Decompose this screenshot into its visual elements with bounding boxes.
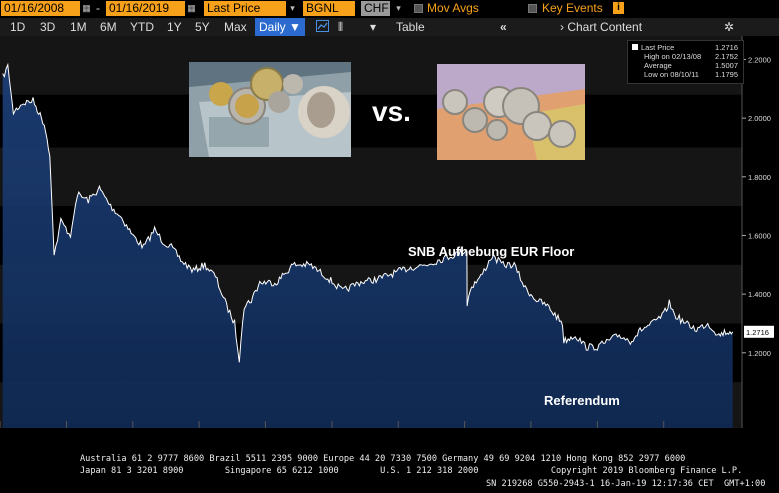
y-tick-label: 1.2000 — [748, 349, 771, 358]
bar-chart-icon[interactable]: ⫴ — [338, 20, 344, 34]
toolbar-top: 01/16/2008 ▦ - 01/16/2019 ▦ Last Price ▾… — [0, 0, 779, 18]
footer-contacts-line1: Australia 61 2 9777 8600 Brazil 5511 239… — [80, 454, 686, 464]
source-input[interactable]: BGNL — [303, 1, 355, 16]
legend-last-price: Last Price 1.2716 — [632, 43, 740, 52]
collapse-icon[interactable]: « — [500, 20, 507, 34]
legend-low-value: 1.1795 — [715, 70, 738, 79]
y-tick-label: 2.0000 — [748, 114, 771, 123]
y-tick-label: 2.2000 — [748, 55, 771, 64]
last-value-tag — [744, 325, 774, 338]
legend-average-label: Average — [644, 61, 672, 70]
calendar-icon[interactable]: ▦ — [82, 3, 91, 13]
period-5y[interactable]: 5Y — [195, 20, 210, 34]
legend-high-value: 2.1752 — [715, 52, 738, 61]
footer: Australia 61 2 9777 8600 Brazil 5511 239… — [0, 445, 779, 493]
footer-contacts-line2: Japan 81 3 3201 8900 Singapore 65 6212 1… — [80, 466, 743, 476]
legend-last-price-label: Last Price — [641, 43, 675, 52]
date-separator: - — [96, 1, 100, 15]
chart-content-button[interactable]: › Chart Content — [560, 18, 642, 36]
mov-avgs-checkbox[interactable] — [414, 4, 423, 13]
end-date-input[interactable]: 01/16/2019 — [106, 1, 185, 16]
legend-last-price-value: 1.2716 — [715, 43, 738, 52]
legend-average-value: 1.5007 — [715, 61, 738, 70]
chart-area: 1.2000 1.4000 1.6000 1.8000 2.0000 2.2000 1.27… — [0, 36, 779, 443]
y-tick-label: 1.4000 — [748, 290, 771, 299]
pound-notes-coins-photo — [189, 62, 351, 157]
price-area — [2, 64, 733, 428]
price-chart: 1.2000 1.4000 1.6000 1.8000 2.0000 2.2000 1.27… — [0, 36, 779, 443]
chevron-down-icon: ▼ — [289, 20, 301, 34]
swiss-franc-notes-coins-photo — [437, 64, 585, 160]
period-1d[interactable]: 1D — [10, 20, 26, 34]
gear-icon[interactable]: ✲ — [724, 20, 735, 34]
legend-high-label: High on 02/13/08 — [644, 52, 702, 61]
chevron-down-icon[interactable]: ▾ — [370, 20, 377, 34]
mov-avgs-label[interactable]: Mov Avgs — [427, 1, 479, 15]
period-ytd[interactable]: YTD — [130, 20, 154, 34]
legend-high: High on 02/13/08 2.1752 — [632, 52, 740, 61]
legend-swatch — [632, 44, 638, 50]
period-max[interactable]: Max — [224, 20, 247, 34]
dropdown-icon[interactable]: ▾ — [290, 3, 295, 13]
legend-average: Average 1.5007 — [632, 61, 740, 70]
key-events-label[interactable]: Key Events — [542, 1, 603, 15]
chart-band — [0, 147, 742, 207]
chevron-right-icon: › — [560, 20, 564, 34]
frequency-label: Daily — [259, 20, 286, 34]
last-value-label: 1.2716 — [746, 328, 769, 337]
footer-session-line: SN 219268 G550-2943-1 16-Jan-19 12:17:36… — [486, 479, 766, 489]
annotation-snb: SNB Aufhebung EUR Floor — [408, 244, 575, 259]
field-select[interactable]: Last Price — [204, 1, 286, 16]
info-icon[interactable]: i — [613, 2, 624, 14]
chart-legend: Last Price 1.2716 High on 02/13/08 2.175… — [627, 40, 744, 84]
table-button[interactable]: Table — [396, 20, 425, 34]
period-3d[interactable]: 3D — [40, 20, 56, 34]
line-chart-icon[interactable] — [313, 18, 331, 36]
chart-band — [0, 36, 742, 95]
dropdown-icon[interactable]: ▾ — [396, 3, 401, 13]
legend-low: Low on 08/10/11 1.1795 — [632, 70, 740, 79]
start-date-input[interactable]: 01/16/2008 — [1, 1, 80, 16]
toolbar-periods: 1D 3D 1M 6M YTD 1Y 5Y Max Daily ▼ ⫴ ▾ Ta… — [0, 18, 779, 36]
annotation-referendum: Referendum — [544, 393, 620, 408]
chart-content-label: Chart Content — [567, 20, 643, 34]
period-1m[interactable]: 1M — [70, 20, 87, 34]
key-events-checkbox[interactable] — [528, 4, 537, 13]
vs-label: vs. — [372, 96, 411, 127]
legend-low-label: Low on 08/10/11 — [644, 70, 699, 79]
price-line — [2, 62, 734, 363]
frequency-select[interactable]: Daily ▼ — [255, 18, 305, 36]
period-6m[interactable]: 6M — [100, 20, 117, 34]
period-1y[interactable]: 1Y — [167, 20, 182, 34]
currency-select[interactable]: CHF — [361, 1, 390, 16]
calendar-icon[interactable]: ▦ — [187, 3, 196, 13]
y-tick-label: 1.8000 — [748, 173, 771, 182]
y-tick-label: 1.6000 — [748, 231, 771, 240]
